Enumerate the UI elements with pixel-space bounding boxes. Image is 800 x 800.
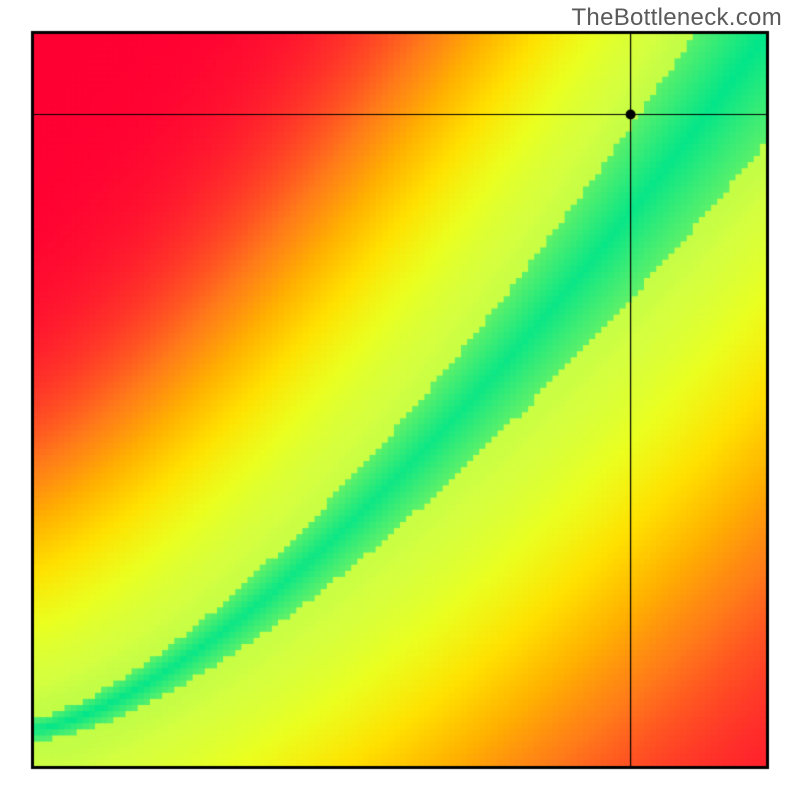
chart-container: TheBottleneck.com — [0, 0, 800, 800]
heatmap-canvas — [0, 0, 800, 800]
watermark-text: TheBottleneck.com — [571, 4, 782, 32]
